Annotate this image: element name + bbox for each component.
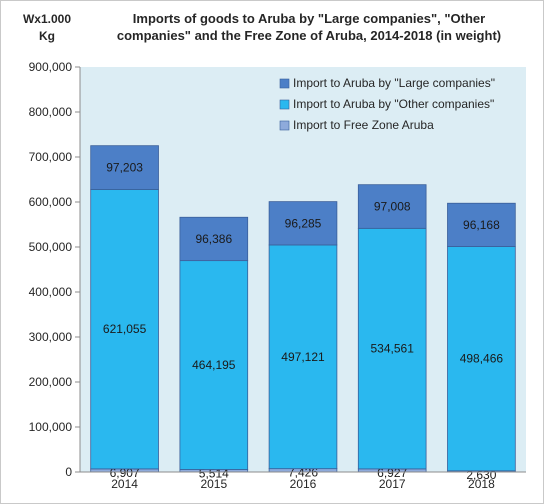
unit-label-line: Kg — [39, 29, 55, 43]
y-tick-label: 700,000 — [29, 150, 73, 164]
y-tick-label: 400,000 — [29, 285, 73, 299]
y-tick-label: 600,000 — [29, 195, 73, 209]
x-tick-label: 2017 — [379, 477, 406, 491]
y-tick-label: 500,000 — [29, 240, 73, 254]
bar-value-label: 497,121 — [281, 350, 325, 364]
x-tick-label: 2016 — [290, 477, 317, 491]
legend-label: Import to Free Zone Aruba — [293, 118, 434, 132]
chart-title: Imports of goods to Aruba by "Large comp… — [117, 11, 501, 43]
y-tick-label: 200,000 — [29, 375, 73, 389]
unit-label-line: Wx1.000 — [23, 12, 71, 26]
legend-label: Import to Aruba by "Large companies" — [293, 76, 495, 90]
bar-value-label: 621,055 — [103, 322, 147, 336]
bar-value-label: 498,466 — [460, 352, 504, 366]
bar-value-label: 96,168 — [463, 218, 500, 232]
bar-value-label: 464,195 — [192, 358, 236, 372]
y-tick-label: 900,000 — [29, 60, 73, 74]
chart-title-line: companies" and the Free Zone of Aruba, 2… — [117, 28, 501, 43]
legend-label: Import to Aruba by "Other companies" — [293, 97, 494, 111]
x-tick-label: 2015 — [200, 477, 227, 491]
bar-value-label: 97,203 — [106, 161, 143, 175]
y-tick-label: 0 — [65, 465, 72, 479]
bar-value-label: 96,285 — [285, 216, 322, 230]
y-tick-label: 100,000 — [29, 420, 73, 434]
y-axis: 0 100,000 200,000 300,000 400,000 500,000 600,… — [29, 60, 80, 479]
chart-title-line: Imports of goods to Aruba by "Large comp… — [133, 11, 485, 26]
bar-value-label: 97,008 — [374, 200, 411, 214]
y-tick-label: 800,000 — [29, 105, 73, 119]
x-tick-label: 2018 — [468, 477, 495, 491]
unit-label: Wx1.000 Kg — [23, 12, 71, 43]
y-tick-label: 300,000 — [29, 330, 73, 344]
x-tick-label: 2014 — [111, 477, 138, 491]
legend-swatch — [280, 100, 289, 109]
bar-value-label: 534,561 — [371, 342, 415, 356]
bar-value-label: 96,386 — [195, 232, 232, 246]
legend-swatch — [280, 121, 289, 130]
legend-swatch — [280, 79, 289, 88]
